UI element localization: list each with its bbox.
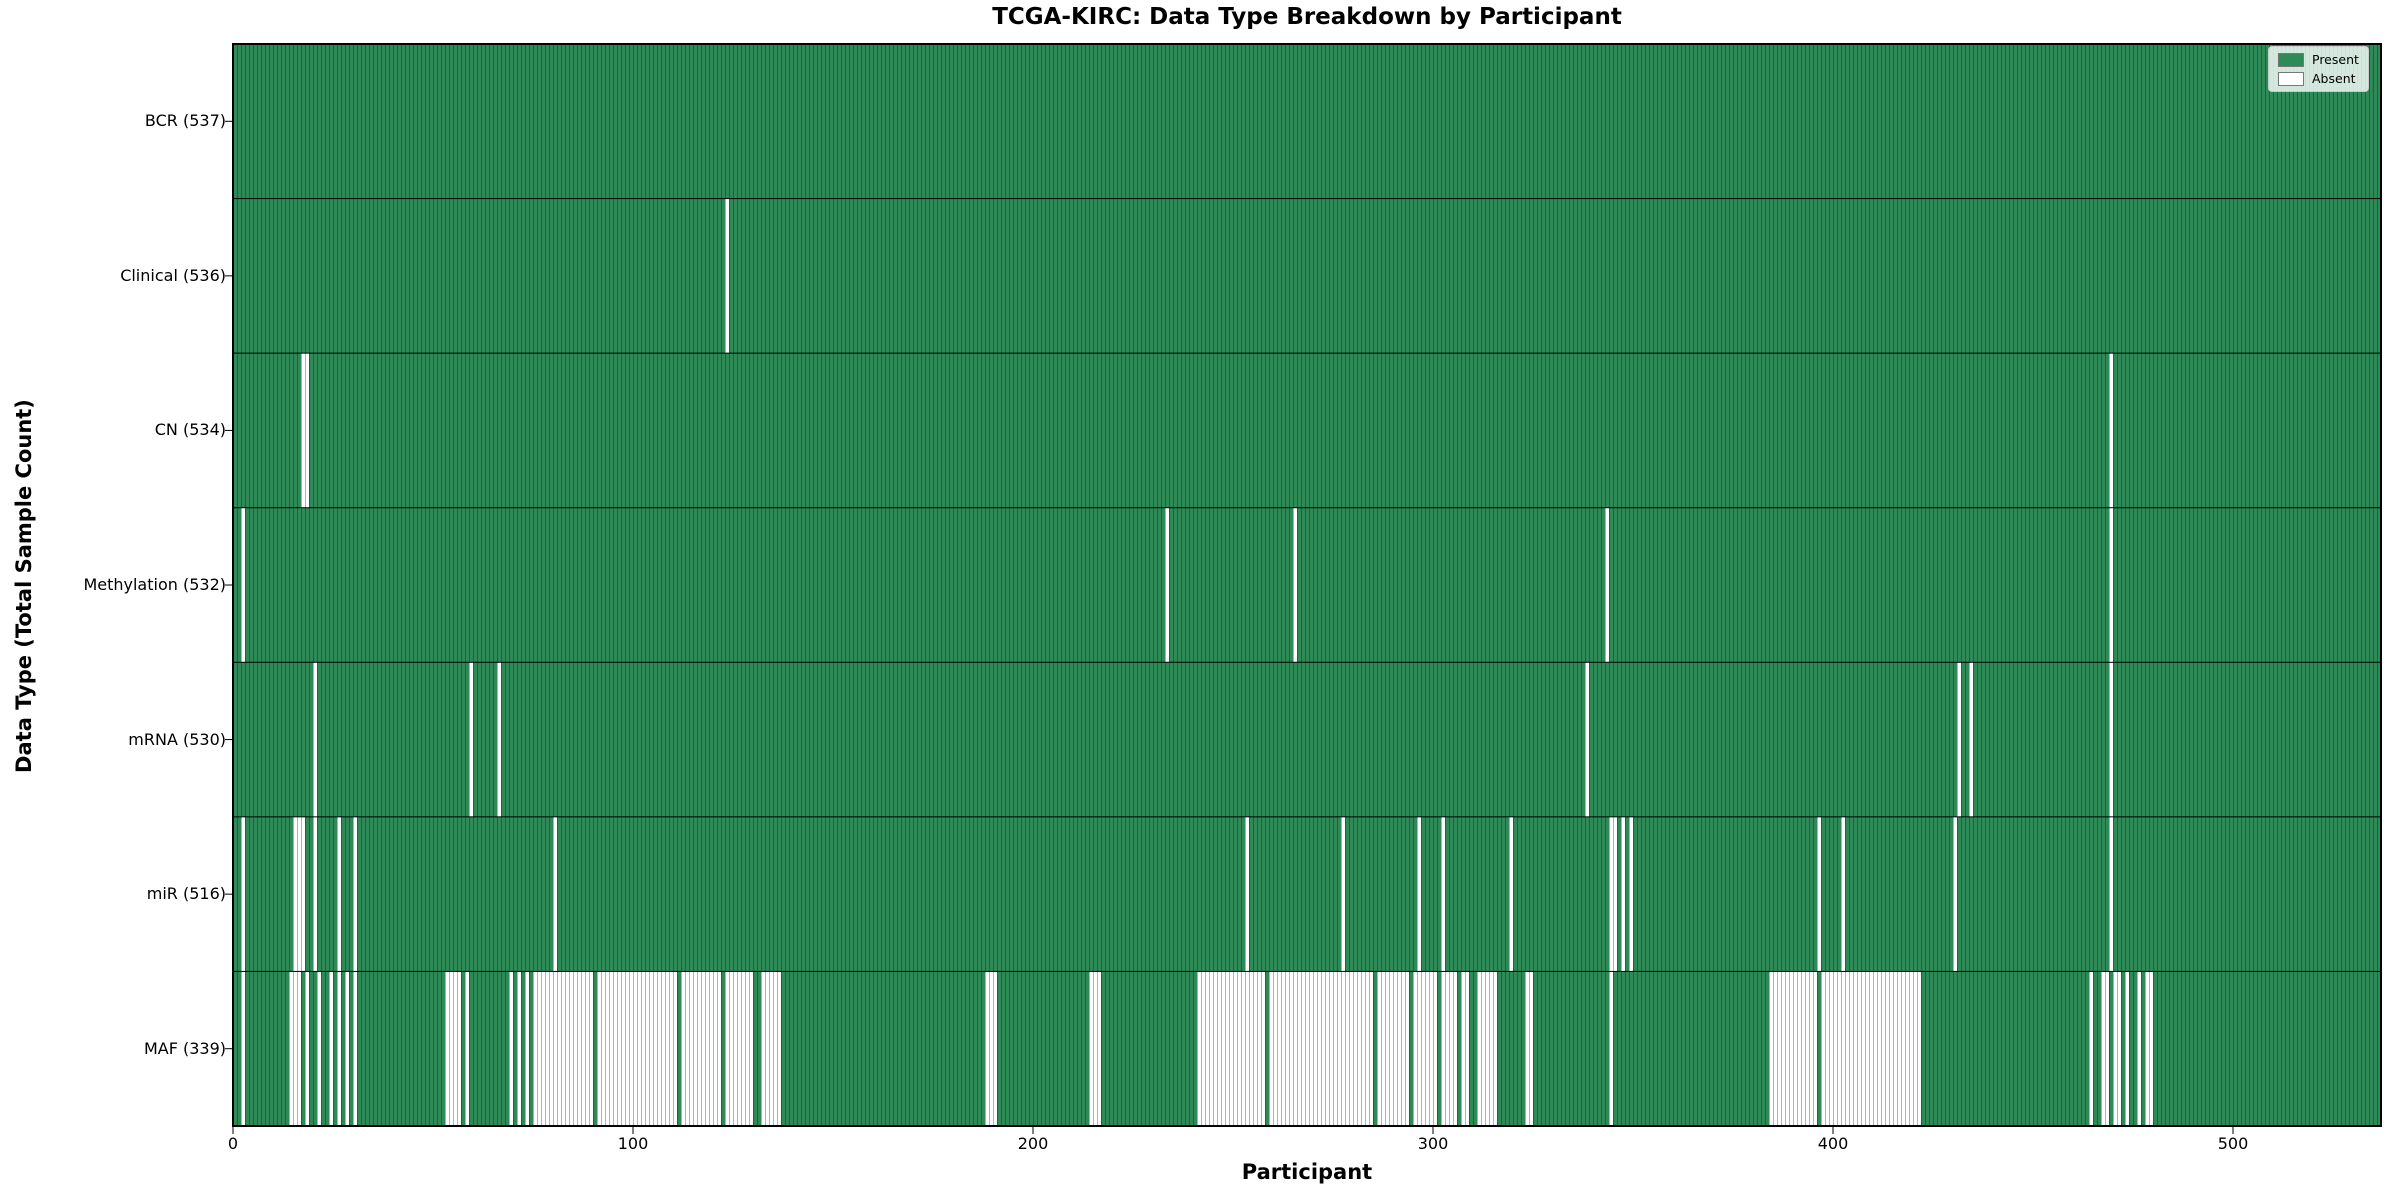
- y-tick-mark: [225, 275, 233, 277]
- y-tick-label-mrna: mRNA (530): [128, 730, 226, 749]
- cell-edge-overlay: [233, 44, 2381, 1126]
- x-tick-label-100: 100: [617, 1134, 649, 1153]
- x-tick-label-500: 500: [2217, 1134, 2249, 1153]
- x-tick-label-400: 400: [1817, 1134, 1849, 1153]
- x-tick-label-300: 300: [1417, 1134, 1449, 1153]
- y-tick-mark: [225, 739, 233, 741]
- y-tick-label-clinical: Clinical (536): [120, 266, 226, 285]
- y-tick-mark: [225, 120, 233, 122]
- row-separator-line: [233, 970, 2381, 972]
- y-tick-mark: [225, 429, 233, 431]
- x-tick-label-200: 200: [1017, 1134, 1049, 1153]
- x-tick-mark: [232, 1126, 234, 1134]
- row-separator-line: [233, 661, 2381, 663]
- x-tick-label-0: 0: [227, 1134, 239, 1153]
- y-tick-label-methylation: Methylation (532): [83, 575, 226, 594]
- legend: Present Absent: [2268, 46, 2369, 92]
- row-separator-line: [233, 816, 2381, 818]
- y-tick-label-mir: miR (516): [146, 884, 226, 903]
- y-tick-mark: [225, 893, 233, 895]
- row-separator-line: [233, 198, 2381, 200]
- legend-absent-label: Absent: [2312, 71, 2356, 86]
- y-tick-mark: [225, 584, 233, 586]
- row-separator-line: [233, 352, 2381, 354]
- row-separator-line: [233, 507, 2381, 509]
- x-tick-mark: [1032, 1126, 1034, 1134]
- absent-swatch-icon: [2278, 71, 2304, 86]
- present-swatch-icon: [2278, 52, 2304, 67]
- x-tick-mark: [632, 1126, 634, 1134]
- y-tick-mark: [225, 1048, 233, 1050]
- x-axis-title: Participant: [1241, 1160, 1373, 1184]
- legend-item-present: Present: [2278, 52, 2359, 67]
- legend-present-label: Present: [2312, 52, 2359, 67]
- x-tick-mark: [1432, 1126, 1434, 1134]
- y-tick-label-maf: MAF (339): [143, 1039, 226, 1058]
- x-tick-mark: [2232, 1126, 2234, 1134]
- y-tick-label-bcr: BCR (537): [144, 111, 226, 130]
- legend-item-absent: Absent: [2278, 71, 2359, 86]
- x-tick-mark: [1832, 1126, 1834, 1134]
- plot-border: [232, 43, 2382, 1127]
- page-title: TCGA-KIRC: Data Type Breakdown by Partic…: [992, 4, 1622, 30]
- y-tick-label-cn: CN (534): [154, 420, 226, 439]
